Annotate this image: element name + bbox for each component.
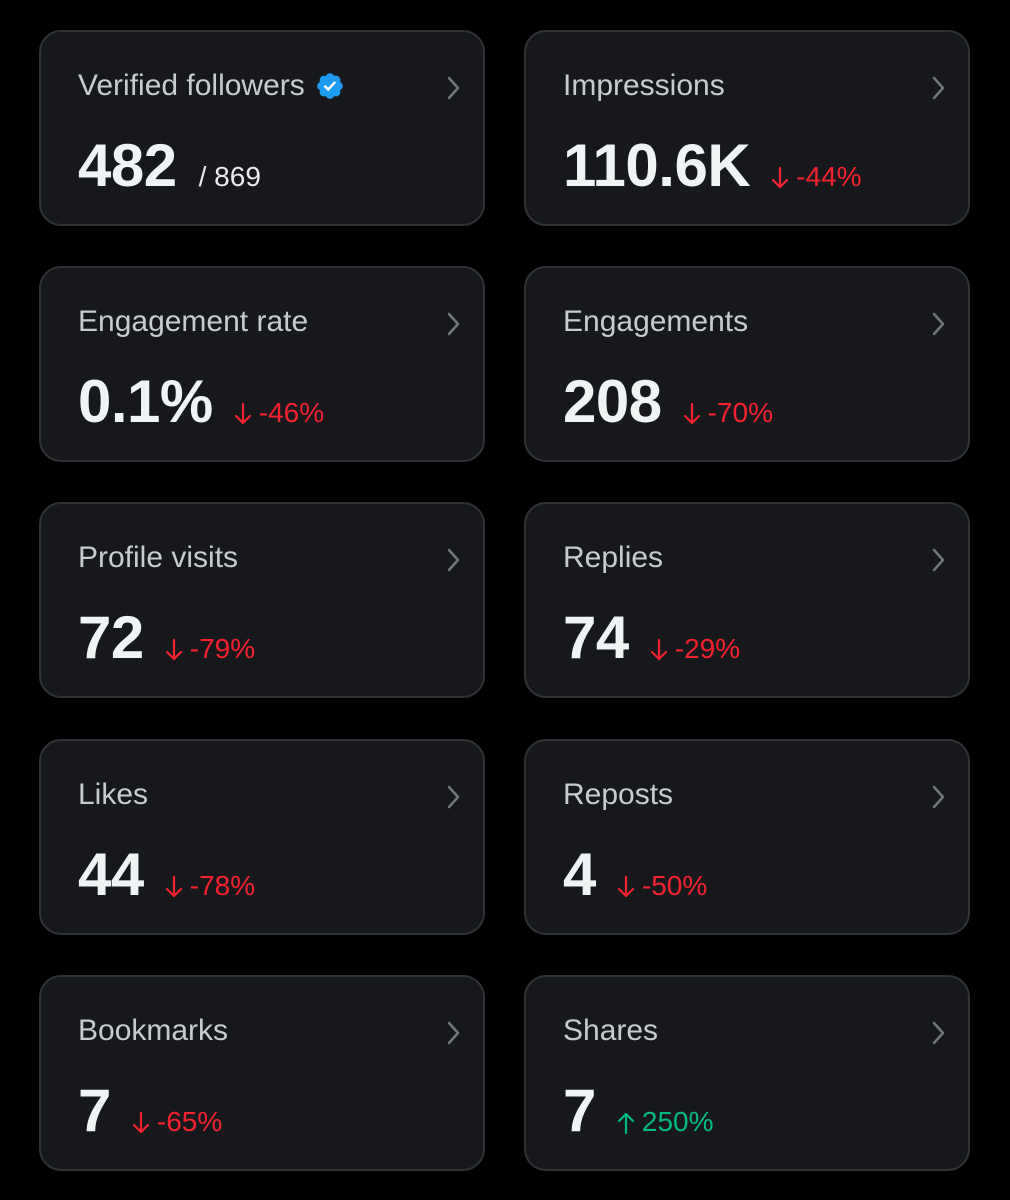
card-replies[interactable]: Replies 74 -29% (524, 502, 970, 698)
metric-row: 74 -29% (563, 602, 740, 674)
metric-value: 74 (563, 604, 629, 671)
chevron-right-icon (441, 310, 465, 338)
metric-row: 44 -78% (78, 839, 255, 911)
metric-value: 110.6K (563, 132, 751, 199)
metric-row: 7 -65% (78, 1075, 222, 1147)
change-indicator: -79% (164, 633, 255, 665)
card-title: Profile visits (78, 541, 239, 574)
arrow-down-icon (770, 165, 790, 189)
change-percent: -46% (258, 397, 325, 428)
card-title: Engagement rate (78, 305, 309, 338)
metric-row: 482 / 869 (78, 130, 261, 202)
metric-row: 7 250% (563, 1075, 714, 1147)
change-indicator: 250% (616, 1106, 714, 1138)
arrow-down-icon (164, 874, 184, 898)
arrow-down-icon (233, 401, 253, 425)
card-impressions[interactable]: Impressions 110.6K -44% (524, 30, 970, 226)
change-indicator: -29% (649, 633, 740, 665)
card-likes[interactable]: Likes 44 -78% (39, 739, 485, 935)
arrow-down-icon (616, 874, 636, 898)
change-percent: -29% (674, 633, 741, 664)
card-engagements[interactable]: Engagements 208 -70% (524, 266, 970, 462)
change-indicator: -44% (770, 161, 862, 193)
chevron-right-icon (441, 74, 465, 102)
chevron-right-icon (441, 1019, 465, 1047)
metric-total: / 869 (198, 161, 261, 192)
change-percent: -70% (707, 397, 773, 428)
card-profile-visits[interactable]: Profile visits 72 -79% (39, 502, 485, 698)
chevron-right-icon (926, 310, 950, 338)
card-title: Likes (78, 778, 149, 811)
card-shares[interactable]: Shares 7 250% (524, 975, 970, 1171)
card-verified-followers[interactable]: Verified followers 482 / 869 (39, 30, 485, 226)
change-indicator: -46% (233, 397, 324, 429)
chevron-right-icon (441, 783, 465, 811)
metric-value: 7 (563, 1077, 596, 1144)
change-indicator: -78% (164, 870, 255, 902)
chevron-right-icon (926, 1019, 950, 1047)
arrow-down-icon (131, 1110, 151, 1134)
arrow-down-icon (682, 401, 702, 425)
change-percent: -50% (641, 870, 708, 901)
metric-value: 72 (78, 604, 144, 671)
change-percent: -44% (796, 161, 862, 192)
verified-badge-icon (315, 71, 345, 101)
metric-value: 482 (78, 132, 177, 199)
change-percent: -78% (189, 870, 256, 901)
card-bookmarks[interactable]: Bookmarks 7 -65% (39, 975, 485, 1171)
card-title: Verified followers (78, 68, 345, 104)
change-percent: -79% (189, 633, 256, 664)
metric-value: 0.1% (78, 368, 213, 435)
card-reposts[interactable]: Reposts 4 -50% (524, 739, 970, 935)
card-title-text: Verified followers (78, 69, 305, 102)
change-indicator: -70% (682, 397, 773, 429)
metric-row: 110.6K -44% (563, 130, 862, 202)
card-engagement-rate[interactable]: Engagement rate 0.1% -46% (39, 266, 485, 462)
metric-row: 72 -79% (78, 602, 255, 674)
change-indicator: -50% (616, 870, 707, 902)
chevron-right-icon (926, 546, 950, 574)
arrow-up-icon (616, 1110, 636, 1135)
metric-row: 208 -70% (563, 366, 773, 438)
metric-value: 44 (78, 841, 144, 908)
card-title: Reposts (563, 778, 674, 811)
metric-row: 4 -50% (563, 839, 707, 911)
card-title: Replies (563, 541, 664, 574)
card-title: Shares (563, 1014, 659, 1047)
chevron-right-icon (926, 783, 950, 811)
arrow-down-icon (164, 637, 184, 661)
change-percent: -65% (156, 1106, 223, 1137)
metric-value: 4 (563, 841, 596, 908)
arrow-down-icon (649, 637, 669, 661)
change-indicator: -65% (131, 1106, 222, 1138)
card-title: Engagements (563, 305, 749, 338)
card-title: Bookmarks (78, 1014, 229, 1047)
chevron-right-icon (441, 546, 465, 574)
metric-value: 7 (78, 1077, 111, 1144)
card-title: Impressions (563, 69, 725, 102)
chevron-right-icon (926, 74, 950, 102)
metric-value: 208 (563, 368, 662, 435)
metric-row: 0.1% -46% (78, 366, 324, 438)
change-percent: 250% (641, 1106, 714, 1137)
